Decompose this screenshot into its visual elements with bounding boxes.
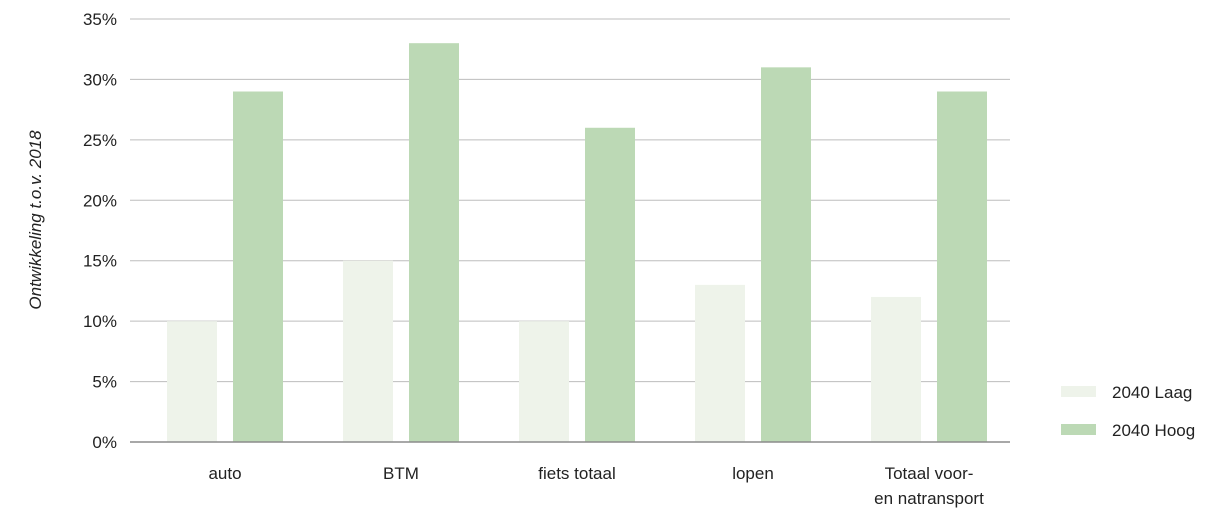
- category-label: auto: [208, 464, 241, 483]
- y-tick-label: 15%: [83, 252, 117, 271]
- bar-2040-hoog: [937, 91, 987, 442]
- category-label: lopen: [732, 464, 774, 483]
- y-tick-label: 10%: [83, 312, 117, 331]
- legend-label: 2040 Laag: [1112, 383, 1192, 402]
- bar-2040-hoog: [585, 127, 635, 443]
- legend: 2040 Laag 2040 Hoog: [1061, 383, 1195, 440]
- y-tick-label: 30%: [83, 70, 117, 89]
- bar-2040-laag: [519, 321, 569, 442]
- y-tick-label: 5%: [92, 373, 117, 392]
- category-label: fiets totaal: [538, 464, 616, 483]
- bars: [167, 43, 987, 443]
- y-tick-label: 20%: [83, 191, 117, 210]
- y-tick-label: 35%: [83, 10, 117, 29]
- category-labels: auto BTM fiets totaal lopen Totaal voor-en n…: [208, 464, 984, 508]
- legend-swatch: [1061, 386, 1096, 397]
- category-label: Totaal voor-en natransport: [874, 464, 984, 508]
- bar-2040-hoog: [409, 43, 459, 443]
- bar-2040-laag: [167, 321, 217, 442]
- legend-swatch: [1061, 424, 1096, 435]
- bar-2040-hoog: [233, 91, 283, 442]
- bar-2040-hoog: [761, 67, 811, 442]
- y-axis-title: Ontwikkeling t.o.v. 2018: [26, 130, 45, 310]
- y-tick-labels: 0% 5% 10% 15% 20% 25% 30% 35%: [83, 10, 117, 452]
- y-tick-label: 0%: [92, 433, 117, 452]
- y-tick-label: 25%: [83, 131, 117, 150]
- legend-label: 2040 Hoog: [1112, 421, 1195, 440]
- bar-2040-laag: [695, 284, 745, 442]
- bar-2040-laag: [871, 296, 921, 442]
- category-label: BTM: [383, 464, 419, 483]
- bar-2040-laag: [343, 260, 393, 442]
